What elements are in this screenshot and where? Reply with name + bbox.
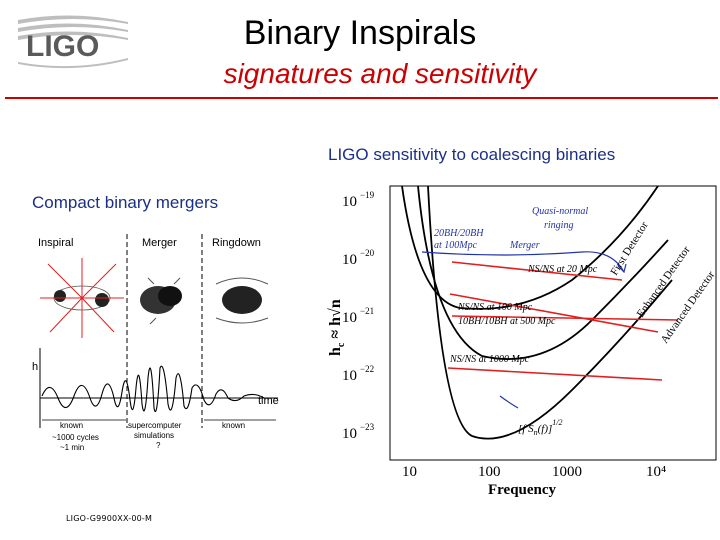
x-axis-label: Frequency <box>488 482 557 498</box>
fs-arrow <box>499 395 519 409</box>
waveform-y-label: h <box>32 361 38 373</box>
y-tick: 10 <box>342 194 357 210</box>
enhanced-detector-curve <box>417 185 669 360</box>
phase-ringdown: Ringdown <box>212 237 261 249</box>
y-tick-exp: −22 <box>360 364 374 374</box>
waveform-curve <box>41 365 276 413</box>
red-signal-line <box>447 367 663 381</box>
red-signal-line <box>451 261 623 281</box>
label-supercomputer: supercomputer <box>128 421 182 430</box>
phase-merger: Merger <box>142 237 177 249</box>
annotation-merger: Merger <box>509 240 540 251</box>
slide-title: Binary Inspirals <box>243 14 477 52</box>
x-axis-ticks: 10 100 1000 10⁴ <box>402 464 666 480</box>
label-minutes: ~1 min <box>60 443 84 452</box>
y-axis-ticks: 10 −19 10 −20 10 −21 10 −22 10 −23 <box>342 190 375 442</box>
sensitivity-caption: LIGO sensitivity to coalescing binaries <box>328 145 616 164</box>
inspiral-binary-illustration <box>40 258 124 338</box>
y-tick: 10 <box>342 368 357 384</box>
sensitivity-figure: 10 −19 10 −20 10 −21 10 −22 10 −23 hc≈ h… <box>327 185 718 498</box>
ringdown-illustration <box>215 277 269 324</box>
label-simulations: simulations <box>134 431 174 440</box>
annotation-quasi-normal: Quasi-normal <box>532 206 588 217</box>
label-cycles: ~1000 cycles <box>52 433 99 442</box>
y-tick: 10 <box>342 252 357 268</box>
merger-illustration <box>140 277 182 325</box>
y-tick: 10 <box>342 310 357 326</box>
title-divider <box>5 97 718 99</box>
ligo-logo-icon: LIGO <box>18 15 128 69</box>
signal-lines <box>447 261 679 381</box>
y-tick-exp: −19 <box>360 190 375 200</box>
y-axis-label: hc≈ h√n <box>327 299 347 356</box>
x-tick: 100 <box>478 464 501 480</box>
label-question: ? <box>156 441 161 450</box>
advanced-detector-curve <box>427 185 673 440</box>
red-signal-line <box>449 293 659 333</box>
annotation-bh10: 10BH/10BH at 500 Mpc <box>458 316 556 327</box>
label-known-left: known <box>60 421 83 430</box>
waveform-figure: Inspiral Merger Ringdown h time known ~1… <box>32 234 279 452</box>
mergers-caption: Compact binary mergers <box>32 193 219 212</box>
y-tick-exp: −20 <box>360 248 375 258</box>
slide-subtitle: signatures and sensitivity <box>223 58 537 89</box>
y-tick-exp: −23 <box>360 422 375 432</box>
svg-text:hc≈ h√n: hc≈ h√n <box>327 299 347 356</box>
x-tick: 1000 <box>552 464 582 480</box>
y-tick: 10 <box>342 426 357 442</box>
document-id: LIGO-G9900XX-00-M <box>66 514 153 523</box>
x-tick: 10⁴ <box>646 464 666 480</box>
phase-inspiral: Inspiral <box>38 237 73 249</box>
annotation-bh20: 20BH/20BH <box>434 228 484 239</box>
annotation-ns20: NS/NS at 20 Mpc <box>527 264 598 275</box>
annotation-ns1000: NS/NS at 1000 Mpc <box>449 354 530 365</box>
annotation-ringing: ringing <box>544 220 573 231</box>
annotation-fs: [f Sn(f)]1/2 <box>518 418 563 437</box>
merger-quasi-normal-curve <box>421 251 625 273</box>
logo-text: LIGO <box>26 30 99 63</box>
y-tick-exp: −21 <box>360 306 374 316</box>
annotation-ns100: NS/NS at 100 Mpc <box>457 302 533 313</box>
label-first-detector: First Detector <box>608 219 651 277</box>
annotation-bh20-dist: at 100Mpc <box>434 240 478 251</box>
x-tick: 10 <box>402 464 417 480</box>
red-signal-line <box>451 315 679 321</box>
label-known-right: known <box>222 421 245 430</box>
